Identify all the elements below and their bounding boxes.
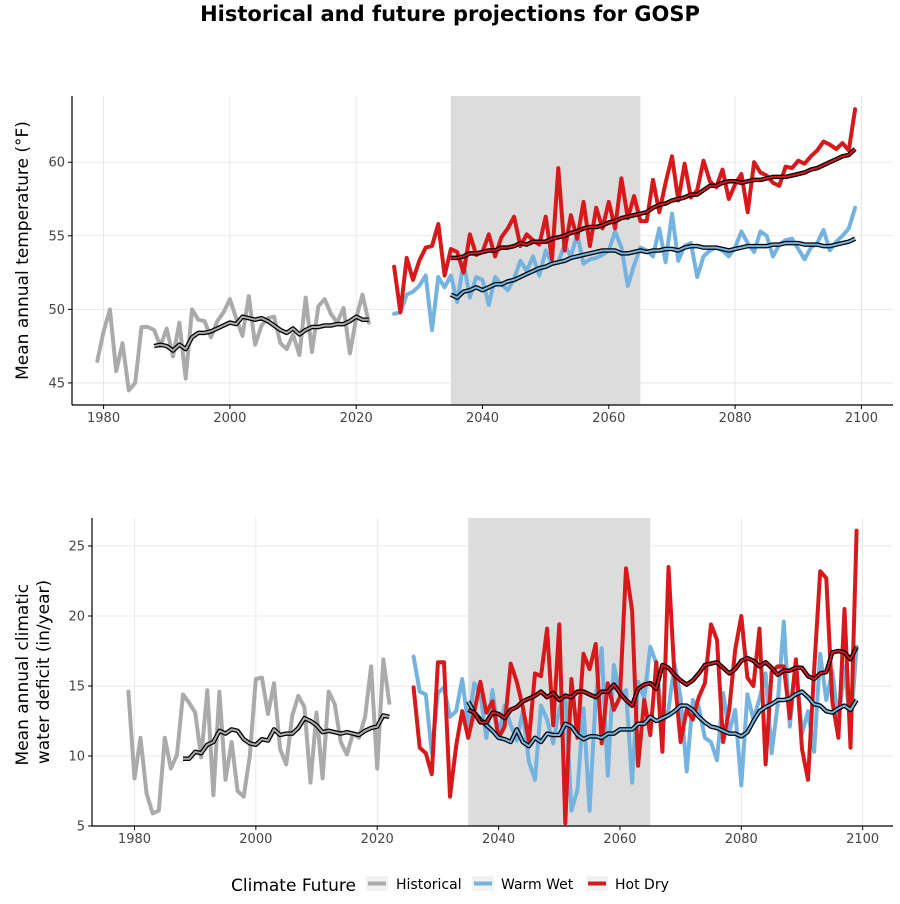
legend-item-warm-wet: Warm Wet — [472, 876, 574, 893]
temperature-series-hot-dry-rolling-mean — [450, 148, 856, 259]
legend-item-hot-dry: Hot Dry — [586, 876, 669, 893]
temperature-series-historical — [95, 292, 371, 393]
water-deficit-series-hot-dry — [411, 528, 859, 826]
temperature-y-tick-label: 50 — [48, 303, 65, 318]
temperature-series-historical-rolling-mean — [153, 315, 369, 352]
temperature-x-tick-label: 2080 — [719, 411, 752, 426]
temperature-y-tick-label: 55 — [48, 229, 65, 244]
water-deficit-y-tick-label: 15 — [68, 680, 85, 695]
temperature-y-axis-label: Mean annual temperature (°F) — [13, 121, 33, 380]
temperature-y-tick-label: 45 — [48, 376, 65, 391]
water-deficit-y-axis-label: Mean annual climatic water deficit (in/y… — [13, 579, 54, 766]
temperature-x-tick-label: 2100 — [845, 411, 878, 426]
legend-label-warm-wet: Warm Wet — [501, 877, 574, 893]
water-deficit-x-tick-label: 2080 — [725, 832, 758, 847]
water-deficit-y-tick-label: 10 — [68, 750, 85, 765]
legend-label-historical: Historical — [396, 877, 462, 893]
temperature-panel: 1980 2000 2020 2040 2060 2080 2100 45 50 55 60 — [48, 96, 893, 426]
water-deficit-series-historical-rolling-mean — [183, 714, 390, 760]
temperature-series-warm-wet-rolling-mean — [450, 237, 856, 299]
temperature-x-tick-label: 2060 — [592, 411, 625, 426]
water-deficit-series-warm-wet-rolling-mean — [467, 690, 858, 748]
water-deficit-x-tick-label: 2100 — [846, 832, 879, 847]
water-deficit-x-tick-label: 2040 — [482, 832, 515, 847]
water-deficit-y-tick-label: 20 — [68, 610, 85, 625]
water-deficit-y-axis-label-line-1: Mean annual climatic — [13, 584, 33, 766]
temperature-x-tick-label: 2000 — [213, 411, 246, 426]
temperature-x-tick-label: 2020 — [340, 411, 373, 426]
legend-label-hot-dry: Hot Dry — [615, 877, 669, 893]
temperature-x-tick-label: 1980 — [87, 411, 120, 426]
figure-title: Historical and future projections for GO… — [200, 2, 700, 26]
water-deficit-x-tick-label: 2020 — [361, 832, 394, 847]
legend-title: Climate Future — [231, 876, 356, 896]
water-deficit-x-tick-label: 2000 — [239, 832, 272, 847]
temperature-y-tick-label: 60 — [48, 156, 65, 171]
legend-item-historical: Historical — [366, 876, 462, 893]
water-deficit-panel: 1980 2000 2020 2040 2060 2080 2100 5 10 15 20 25 — [68, 518, 893, 847]
water-deficit-x-tick-label: 2060 — [603, 832, 636, 847]
temperature-series-hot-dry — [392, 107, 858, 315]
water-deficit-y-tick-label: 25 — [68, 540, 85, 555]
water-deficit-series-historical — [126, 657, 392, 816]
water-deficit-y-axis-label-line-2: water deficit (in/year) — [34, 580, 54, 764]
water-deficit-series-hot-dry-rolling-mean — [467, 646, 858, 724]
temperature-x-tick-label: 2040 — [466, 411, 499, 426]
water-deficit-x-tick-label: 1980 — [118, 832, 151, 847]
legend: Climate Future Historical Warm Wet Hot D… — [231, 876, 669, 896]
water-deficit-y-tick-label: 5 — [77, 820, 85, 835]
